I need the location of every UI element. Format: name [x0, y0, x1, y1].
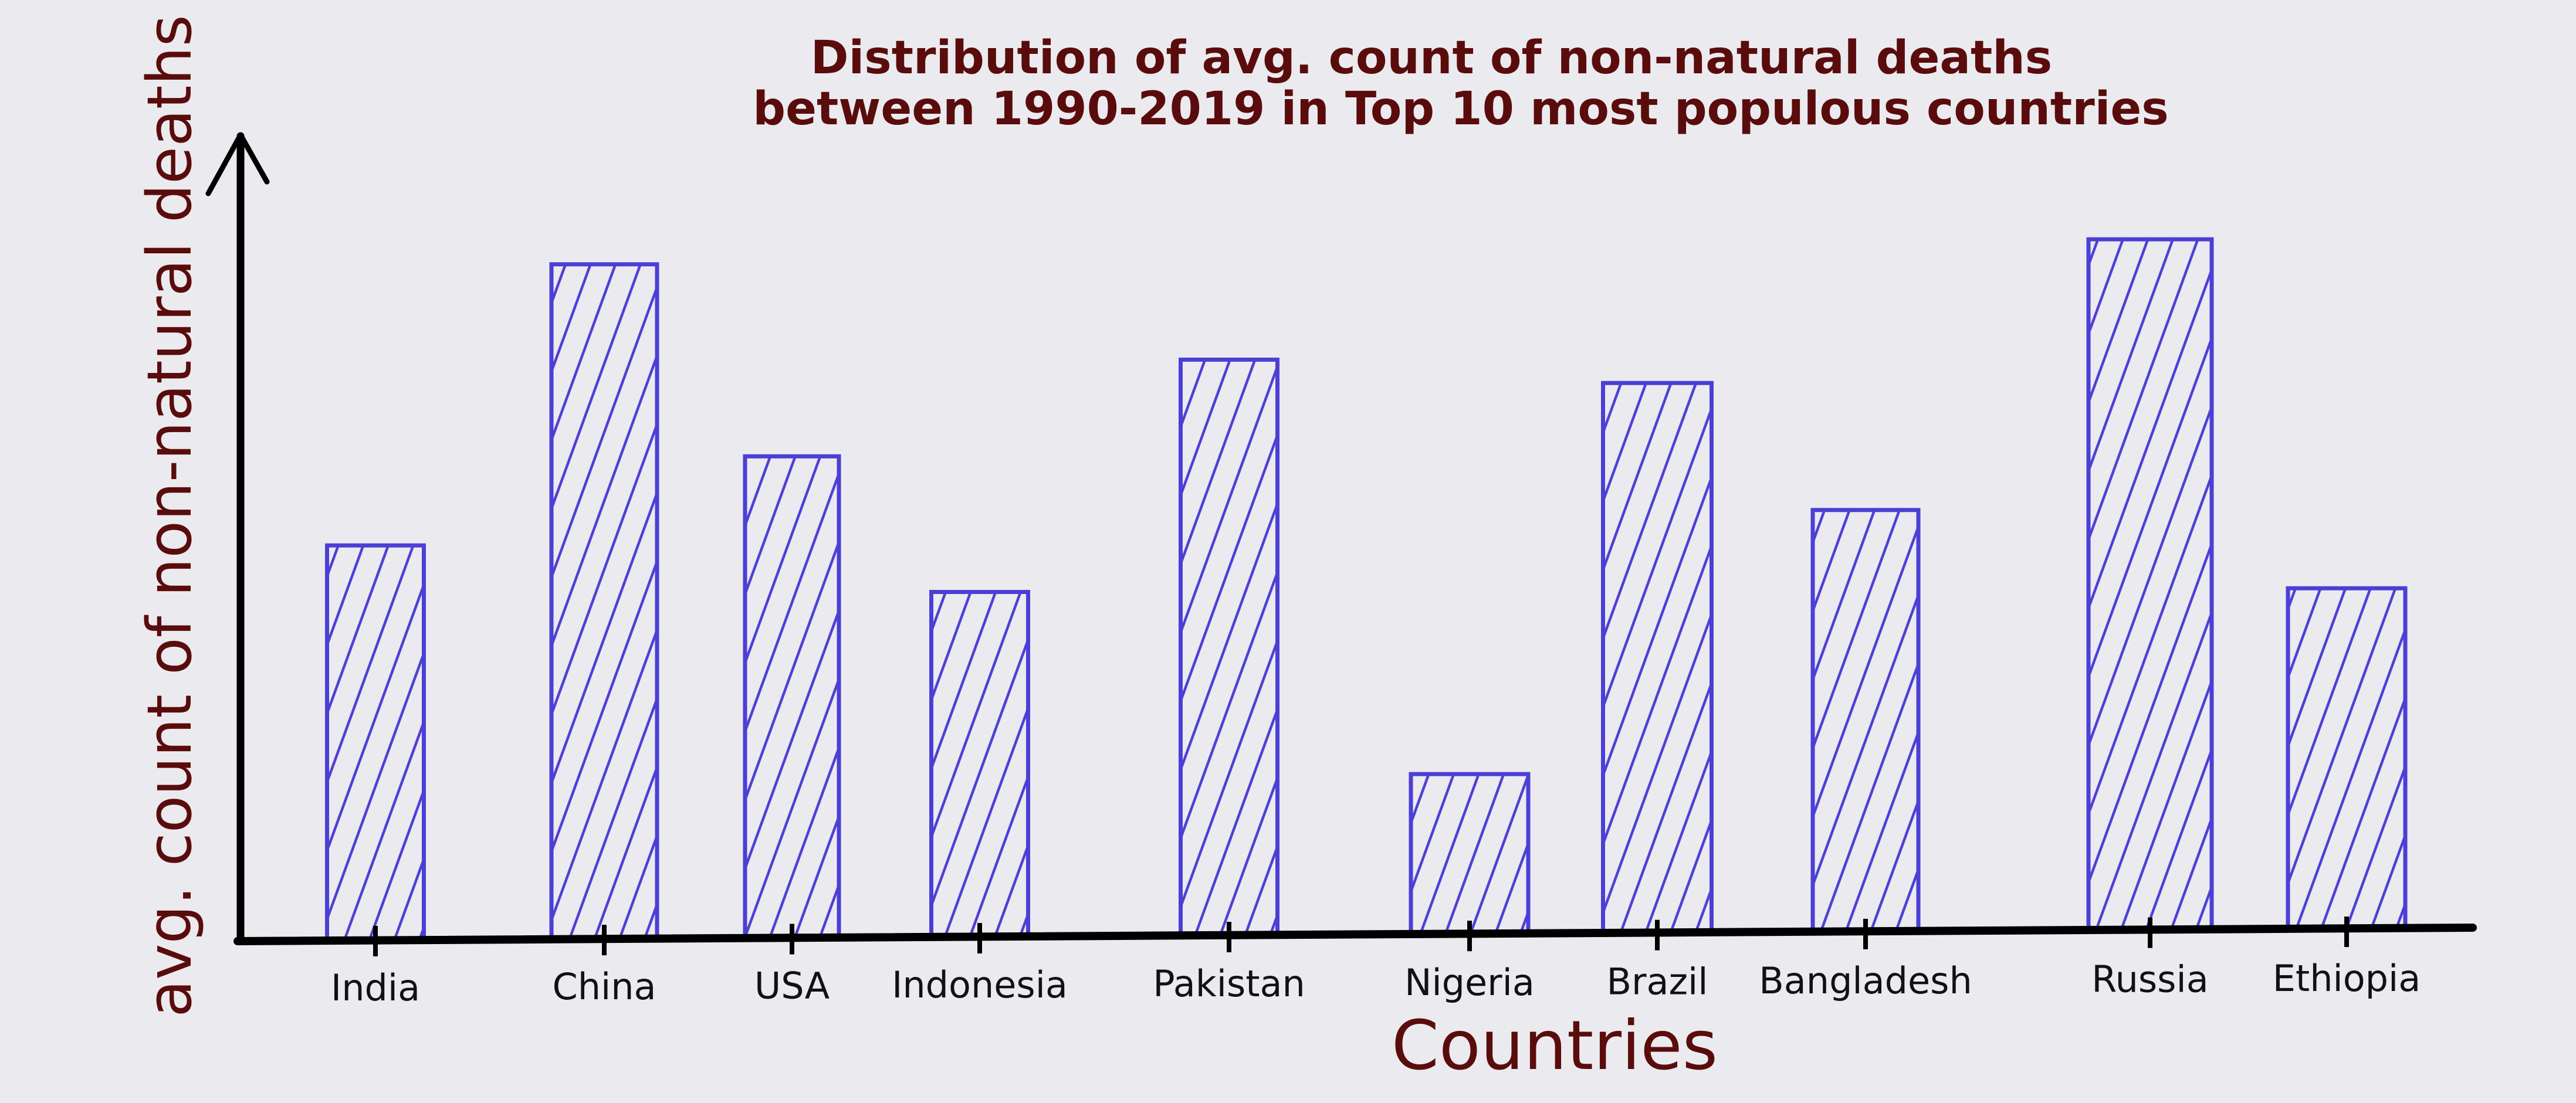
chart-title-line-2: between 1990-2019 in Top 10 most populou…: [753, 83, 2168, 135]
chart-title-line-1: Distribution of avg. count of non-natura…: [811, 32, 2052, 84]
y-axis-label: avg. count of non-natural deaths: [134, 15, 205, 1017]
x-tick-label: USA: [754, 965, 830, 1007]
x-axis-line: [233, 924, 2477, 945]
x-tick-label: Russia: [2091, 958, 2208, 1001]
x-tick-label: Indonesia: [892, 963, 1068, 1006]
x-tick-label: Nigeria: [1404, 961, 1535, 1004]
bar-ethiopia: [2286, 586, 2408, 932]
x-tick-label: Bangladesh: [1759, 959, 1972, 1002]
x-tick-label: Pakistan: [1153, 962, 1305, 1005]
bar-usa: [743, 454, 841, 939]
x-tick-label: Ethiopia: [2273, 957, 2421, 1000]
x-axis-label: Countries: [1392, 1006, 1718, 1085]
bar-china: [549, 262, 659, 940]
bar-indonesia: [929, 590, 1030, 938]
x-tick-label: China: [552, 965, 656, 1008]
x-tick-label: India: [331, 966, 420, 1009]
x-tick-label: Brazil: [1606, 961, 1708, 1003]
bars: [325, 237, 2408, 941]
x-ticks: [373, 917, 2349, 956]
bar-nigeria: [1409, 772, 1531, 936]
y-axis-arrowhead: [205, 132, 270, 196]
x-tick-labels: India China USA Indonesia Pakistan Nigeria Bra…: [331, 957, 2421, 1009]
bar-india: [325, 543, 426, 941]
bar-pakistan: [1179, 357, 1279, 937]
bar-bangladesh: [1810, 508, 1921, 934]
bar-brazil: [1601, 381, 1714, 935]
bar-russia: [2086, 237, 2214, 933]
